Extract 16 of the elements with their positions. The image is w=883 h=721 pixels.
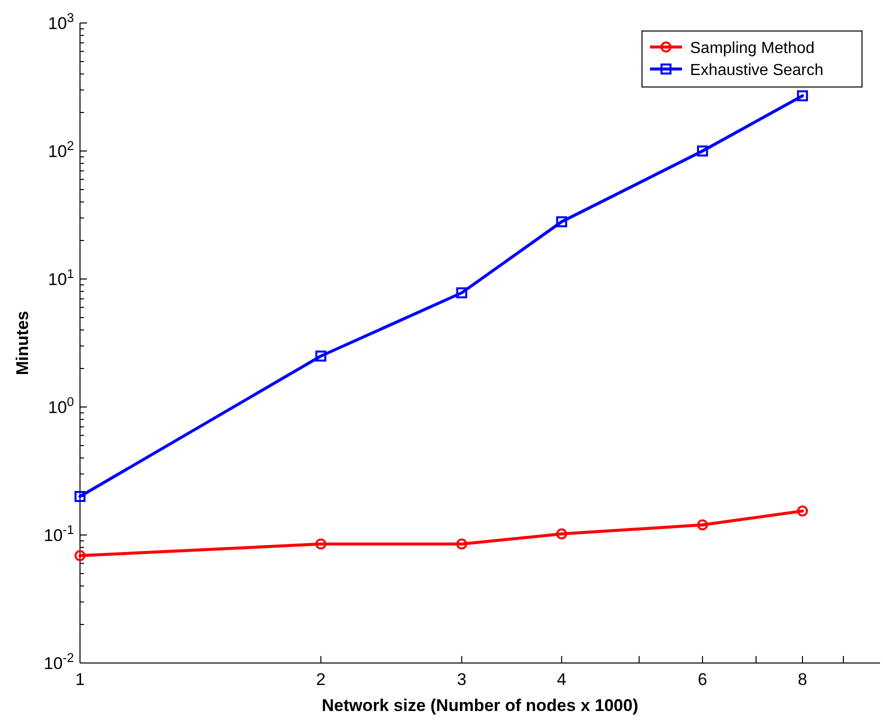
y-tick-label: 10$^{1}$ (48, 266, 74, 289)
y-tick-label: 10$^{0}$ (48, 394, 74, 417)
legend-label: Sampling Method (690, 40, 815, 57)
x-tick-label: 2 (316, 670, 326, 689)
legend-label: Exhaustive Search (690, 62, 824, 79)
y-tick-label: 10$^{2}$ (48, 138, 74, 161)
y-tick-label: 10$^{-1}$ (44, 522, 74, 545)
x-tick-label: 1 (75, 670, 85, 689)
x-axis-title: Network size (Number of nodes x 1000) (322, 696, 638, 715)
y-tick-label: 10$^{3}$ (48, 10, 74, 33)
y-tick-label: 10$^{-2}$ (44, 650, 74, 673)
x-tick-label: 8 (798, 670, 808, 689)
x-tick-label: 6 (698, 670, 708, 689)
x-tick-label: 3 (456, 670, 466, 689)
y-axis-title: Minutes (13, 310, 32, 376)
x-tick-label: 4 (556, 670, 566, 689)
